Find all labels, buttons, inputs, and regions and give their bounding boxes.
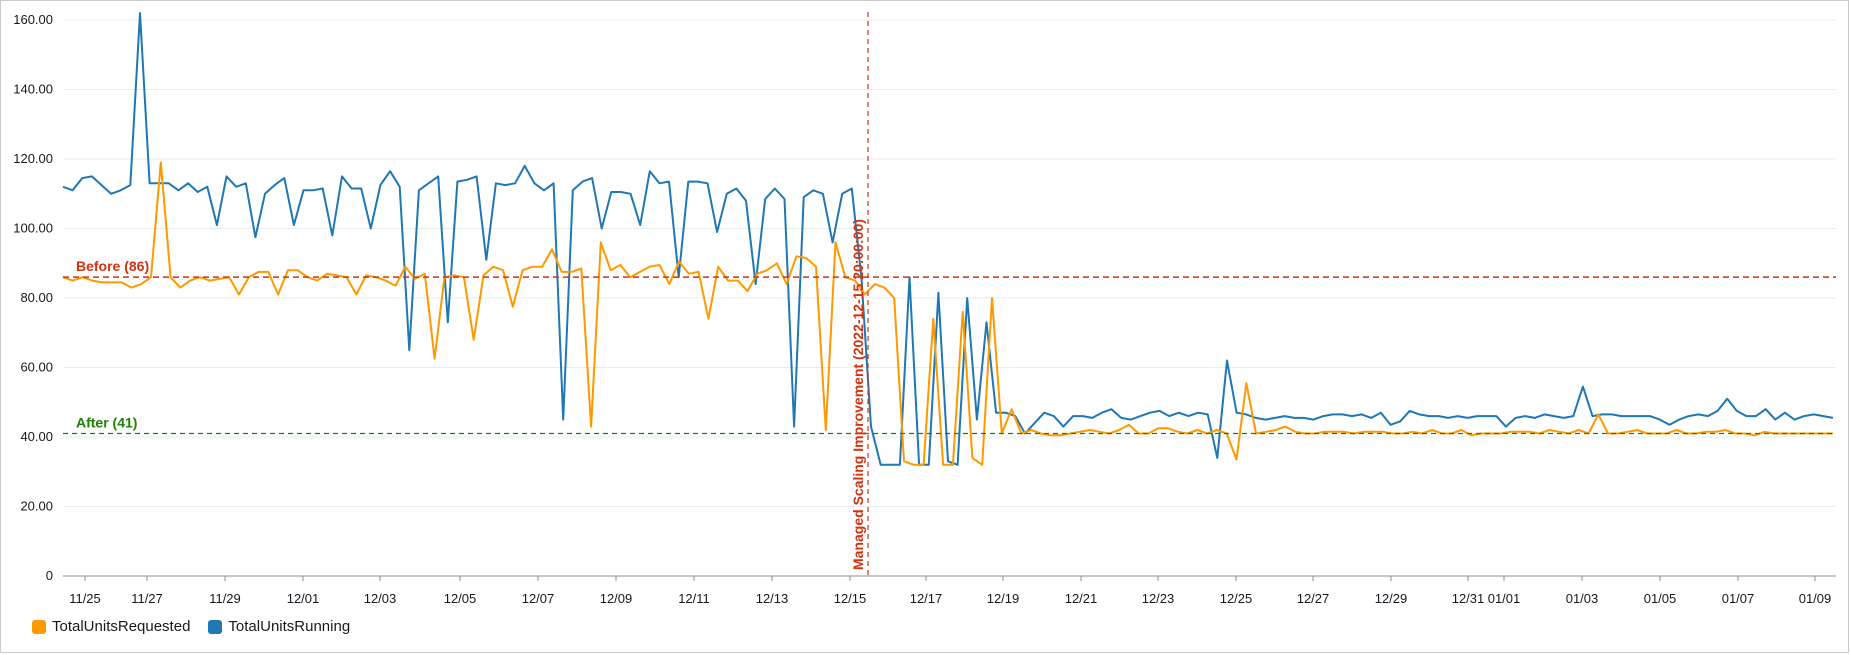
series-line-running [62,12,1834,466]
y-tick-label: 60.00 [20,360,53,375]
y-tick-label: 80.00 [20,290,53,305]
x-tick-label: 12/17 [910,591,943,606]
x-tick-label: 12/05 [444,591,477,606]
x-tick-label: 11/27 [131,591,163,606]
y-tick-label: 20.00 [20,499,53,514]
grid-lines [63,19,1836,577]
annotations: Before (86) After (41) Managed Scaling I… [63,12,1836,576]
x-tick-label: 01/01 [1488,591,1521,606]
legend-item-running[interactable]: TotalUnitsRunning [208,618,350,635]
x-tick-label: 11/29 [209,591,241,606]
x-tick-label: 12/25 [1220,591,1253,606]
x-tick-label: 01/05 [1644,591,1677,606]
legend-swatch-requested [32,619,46,634]
legend-label-requested: TotalUnitsRequested [52,618,191,635]
y-tick-label: 0 [46,568,53,583]
x-tick-label: 12/11 [678,591,710,606]
y-tick-label: 40.00 [20,429,53,444]
x-axis: 11/25 11/27 11/29 12/01 12/03 12/05 12/07 12/09… [69,576,1831,606]
legend: TotalUnitsRequested TotalUnitsRunning [32,618,350,635]
legend-item-requested[interactable]: TotalUnitsRequested [32,618,190,635]
x-tick-label: 12/19 [987,591,1020,606]
x-tick-label: 12/13 [756,591,789,606]
x-tick-label: 12/31 [1452,591,1485,606]
x-tick-label: 12/07 [522,591,555,606]
x-tick-label: 01/07 [1722,591,1755,606]
y-tick-label: 120.00 [13,151,53,166]
x-tick-label: 12/15 [834,591,867,606]
y-tick-label: 100.00 [13,221,53,236]
x-tick-label: 12/29 [1375,591,1408,606]
series-lines [62,12,1834,466]
x-tick-label: 12/03 [364,591,397,606]
legend-label-running: TotalUnitsRunning [228,618,351,635]
x-tick-label: 12/01 [287,591,320,606]
x-tick-label: 12/23 [1142,591,1175,606]
x-tick-label: 01/03 [1566,591,1599,606]
line-chart: 0 20.00 40.00 60.00 80.00 100.00 120.00 140.00 1… [13,12,1836,606]
y-tick-label: 140.00 [13,82,53,97]
x-tick-label: 12/09 [600,591,633,606]
x-tick-label: 12/27 [1297,591,1330,606]
x-tick-label: 11/25 [69,591,101,606]
x-tick-label: 12/21 [1065,591,1098,606]
x-tick-label: 01/09 [1799,591,1832,606]
before-threshold-label: Before (86) [76,258,149,274]
y-tick-label: 160.00 [13,12,53,27]
scaling-improvement-label: Managed Scaling Improvement (2022-12-15 … [850,219,866,570]
series-line-requested [62,161,1833,466]
legend-swatch-running [208,619,223,634]
y-axis: 0 20.00 40.00 60.00 80.00 100.00 120.00 140.00 1… [13,12,53,583]
after-threshold-label: After (41) [76,415,137,431]
